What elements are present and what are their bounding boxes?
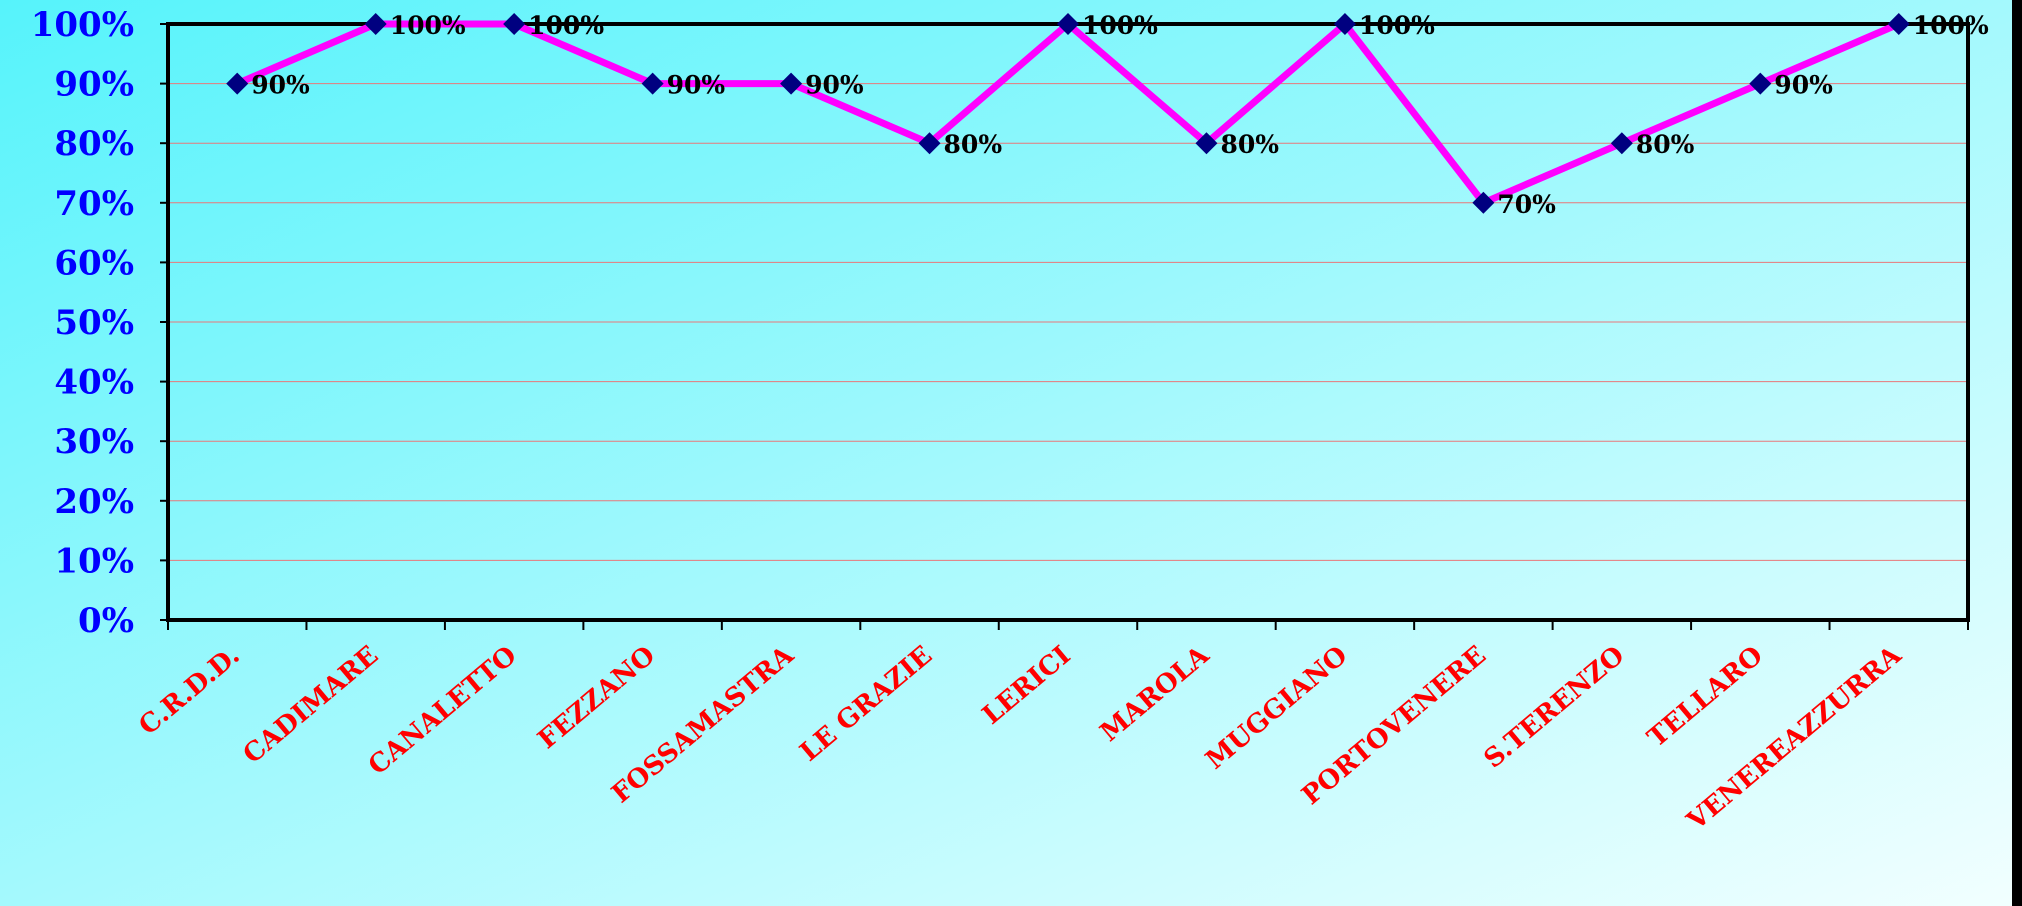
y-tick-label: 80% [54, 124, 134, 164]
data-label: 70% [1497, 190, 1556, 219]
gridlines [168, 83, 1968, 561]
y-tick-label: 100% [31, 5, 134, 45]
data-label: 100% [528, 11, 604, 40]
data-point-marker [641, 72, 664, 95]
data-point-marker [1472, 191, 1495, 214]
data-label: 90% [1774, 71, 1833, 100]
data-point-marker [1333, 13, 1356, 35]
data-series [226, 13, 1910, 214]
data-label: 90% [667, 71, 726, 100]
y-tick-label: 30% [54, 422, 134, 462]
data-label: 100% [390, 11, 466, 40]
x-axis [167, 620, 1969, 630]
y-tick-label: 10% [54, 541, 134, 581]
data-label: 80% [1220, 130, 1279, 159]
y-axis-tick-labels: 0% 10% 20% 30% 40% 50% 60% 70% 80% 90% 100% [31, 5, 168, 641]
data-point-marker [780, 72, 803, 95]
y-tick-label: 50% [54, 303, 134, 343]
data-label: 90% [251, 71, 310, 100]
data-label: 80% [944, 130, 1003, 159]
data-point-marker [1887, 13, 1910, 35]
data-point-marker [503, 13, 526, 35]
data-label: 100% [1359, 11, 1435, 40]
data-point-marker [226, 72, 249, 95]
data-labels: 90% 100% 100% 90% 90% 80% 100% 80% 100% 70% 80% 90%… [251, 11, 1989, 219]
chart-outer-border [2012, 0, 2022, 906]
y-tick-label: 70% [54, 184, 134, 224]
y-tick-label: 20% [54, 482, 134, 522]
data-label: 100% [1082, 11, 1158, 40]
data-point-marker [1057, 13, 1079, 35]
y-tick-label: 40% [54, 363, 134, 403]
y-tick-label: 60% [54, 243, 134, 283]
data-point-marker [1749, 72, 1772, 95]
data-point-marker [364, 13, 387, 35]
data-point-marker [1195, 132, 1218, 155]
data-point-marker [1610, 132, 1633, 155]
y-tick-label: 90% [54, 65, 134, 105]
data-label: 100% [1913, 11, 1989, 40]
data-label: 90% [805, 71, 864, 100]
data-label: 80% [1636, 130, 1695, 159]
y-tick-label: 0% [78, 601, 134, 641]
data-point-marker [918, 132, 941, 155]
